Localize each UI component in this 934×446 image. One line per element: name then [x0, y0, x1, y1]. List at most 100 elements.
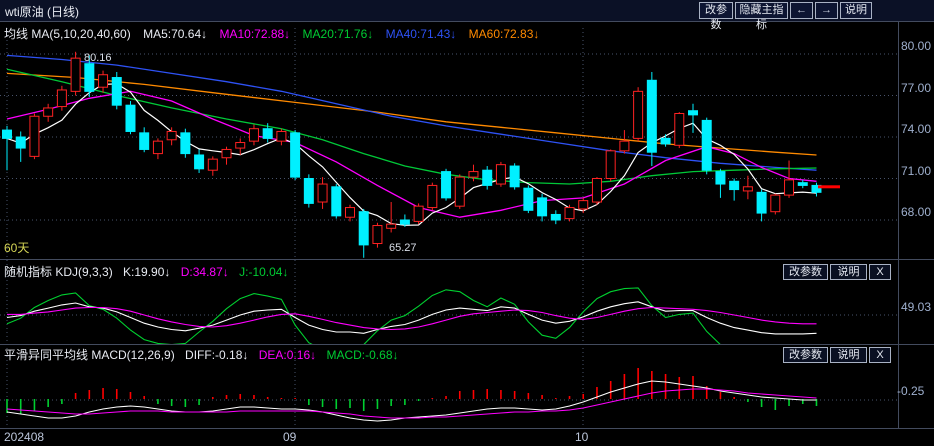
candle-down [262, 128, 273, 139]
change-params-button[interactable]: 改参数 [699, 2, 733, 31]
candle-up [578, 200, 589, 210]
candle-up [605, 150, 616, 179]
candle-up [633, 90, 644, 139]
candle-down [797, 182, 808, 186]
kdj-d-value: D:34.87↓ [180, 265, 229, 279]
candle-up [235, 142, 246, 149]
candle-up [386, 223, 397, 229]
ma10-line [6, 90, 817, 218]
candle-down [660, 137, 671, 145]
macd-close-button[interactable]: X [869, 347, 891, 363]
timeline-label-month: 202408 [4, 430, 45, 444]
price-axis-label: 80.00 [901, 39, 932, 53]
candle-up [427, 184, 438, 209]
candle-up [56, 89, 67, 108]
candle-down [111, 77, 122, 106]
ma5-value: MA5:70.64↓ [143, 27, 208, 41]
macd-diff-line [6, 380, 817, 422]
ma10-value: MA10:72.88↓ [219, 27, 291, 41]
kdj-indicator-header: 随机指标 KDJ(9,3,3) K:19.90↓ D:34.87↓ J:-10.… [4, 263, 295, 280]
candlestick-series [2, 51, 822, 258]
macd-help-button[interactable]: 说明 [830, 347, 867, 363]
kdj-d-line [7, 306, 817, 331]
ma-group-label: 均线 MA(5,10,20,40,60) [4, 27, 131, 41]
candle-up [591, 177, 602, 203]
time-window-label: 60天 [4, 241, 30, 255]
low-price-annotation: 65.27 [389, 242, 417, 254]
macd-dea-line [6, 388, 817, 419]
candle-up [372, 225, 383, 245]
candle-down [715, 171, 726, 185]
scroll-right-button[interactable]: → [815, 2, 838, 19]
candle-up [619, 140, 630, 152]
kdj-axis-label: 49.03 [901, 300, 932, 314]
candle-down [331, 186, 342, 217]
candle-up [166, 130, 177, 141]
candle-down [358, 211, 369, 246]
candle-down [139, 132, 150, 150]
macd-axis-label: -0.25 [897, 384, 925, 398]
candle-down [482, 169, 493, 186]
kdj-help-button[interactable]: 说明 [830, 264, 867, 280]
timeline-label-month: 10 [575, 430, 589, 444]
candle-down [441, 171, 452, 199]
candle-down [756, 191, 767, 214]
candle-down [509, 165, 520, 188]
candle-up [43, 107, 54, 117]
candle-up [70, 57, 81, 92]
macd-histogram [6, 368, 818, 414]
candle-up [276, 130, 287, 142]
macd-dea-value: DEA:0.16↓ [258, 348, 317, 362]
ma40-value: MA40:71.43↓ [385, 27, 457, 41]
candle-down [701, 119, 712, 171]
candle-down [125, 104, 136, 132]
candle-up [317, 183, 328, 203]
last-price-marker [818, 185, 840, 189]
candle-down [729, 180, 740, 191]
timeline-label-month: 09 [283, 430, 297, 444]
candle-up [495, 164, 506, 185]
price-axis-label: 77.00 [901, 81, 932, 95]
macd-macd-value: MACD:-0.68↓ [326, 348, 399, 362]
price-axis-label: 71.00 [901, 164, 932, 178]
candle-up [221, 148, 232, 159]
candle-down [303, 177, 314, 204]
candle-up [98, 74, 109, 88]
scroll-left-button[interactable]: ← [790, 2, 813, 19]
candle-up [454, 176, 465, 207]
candle-up [207, 158, 218, 171]
instrument-title: wti原油 (日线) [5, 5, 79, 19]
hide-main-indicator-button[interactable]: 隐藏主指标 [735, 2, 788, 31]
ma40-line [6, 54, 817, 171]
candle-up [674, 112, 685, 146]
macd-change-params-button[interactable]: 改参数 [783, 347, 828, 363]
macd-title: 平滑异同平均线 MACD(12,26,9) [4, 348, 175, 362]
candle-down [688, 110, 698, 116]
candle-down [180, 132, 191, 155]
ma60-value: MA60:72.83↓ [468, 27, 540, 41]
help-button[interactable]: 说明 [840, 2, 872, 19]
macd-diff-value: DIFF:-0.18↓ [185, 348, 249, 362]
candle-up [152, 140, 163, 155]
candle-down [811, 184, 822, 193]
price-axis-label: 68.00 [901, 205, 932, 219]
candle-up [345, 207, 355, 218]
candle-down [194, 154, 205, 170]
kdj-close-button[interactable]: X [869, 264, 891, 280]
kdj-j-value: J:-10.04↓ [239, 265, 289, 279]
candle-up [248, 128, 259, 142]
candle-up [770, 194, 781, 213]
kdj-change-params-button[interactable]: 改参数 [783, 264, 828, 280]
candle-down [2, 129, 12, 139]
kdj-j-line [6, 287, 721, 344]
ma-indicator-header: 均线 MA(5,10,20,40,60) MA5:70.64↓ MA10:72.… [4, 25, 548, 42]
candle-down [537, 197, 548, 217]
candle-down [646, 79, 657, 153]
candle-down [523, 187, 534, 211]
kdj-k-value: K:19.90↓ [123, 265, 171, 279]
ma20-value: MA20:71.76↓ [302, 27, 374, 41]
candle-up [564, 207, 575, 220]
high-price-annotation: 80.16 [84, 52, 112, 64]
price-axis-label: 74.00 [901, 122, 932, 136]
